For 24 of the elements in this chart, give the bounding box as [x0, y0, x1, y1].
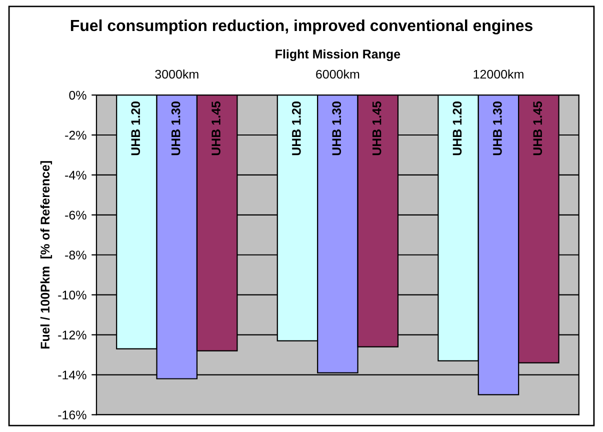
text: UHB 1.45	[372, 101, 382, 156]
x-axis-title: Flight Mission Range	[276, 49, 400, 62]
series-label: UHB 1.30	[171, 102, 180, 156]
y-tick-label: -10%	[58, 290, 86, 300]
text: UHB 1.30	[492, 102, 502, 156]
text: UHB 1.45	[533, 101, 542, 156]
y-tick-label: -6%	[65, 210, 86, 220]
y-tick-label: -2%	[65, 130, 86, 140]
text: UHB 1.20	[292, 102, 301, 156]
series-label: UHB 1.45	[212, 101, 220, 156]
text: UHB 1.30	[332, 102, 342, 156]
y-axis-title: Fuel / 100Pkm [% of Reference]	[40, 161, 52, 349]
x-tick-label: 12000km	[474, 70, 524, 79]
y-tick-label: -16%	[58, 410, 86, 420]
text: UHB 1.20	[452, 102, 462, 156]
x-tick-label: 6000km	[316, 70, 360, 79]
series-label: UHB 1.20	[131, 102, 140, 156]
y-tick-label: -14%	[58, 370, 86, 380]
x-tick-label: 3000km	[155, 70, 198, 79]
y-tick-label: -12%	[58, 330, 86, 340]
y-tick-label: -8%	[65, 250, 86, 260]
y-tick-label: 0%	[69, 90, 86, 100]
chart-title: Fuel consumption reduction, improved conventional engines	[70, 19, 532, 34]
y-tick-label: -4%	[65, 170, 86, 180]
